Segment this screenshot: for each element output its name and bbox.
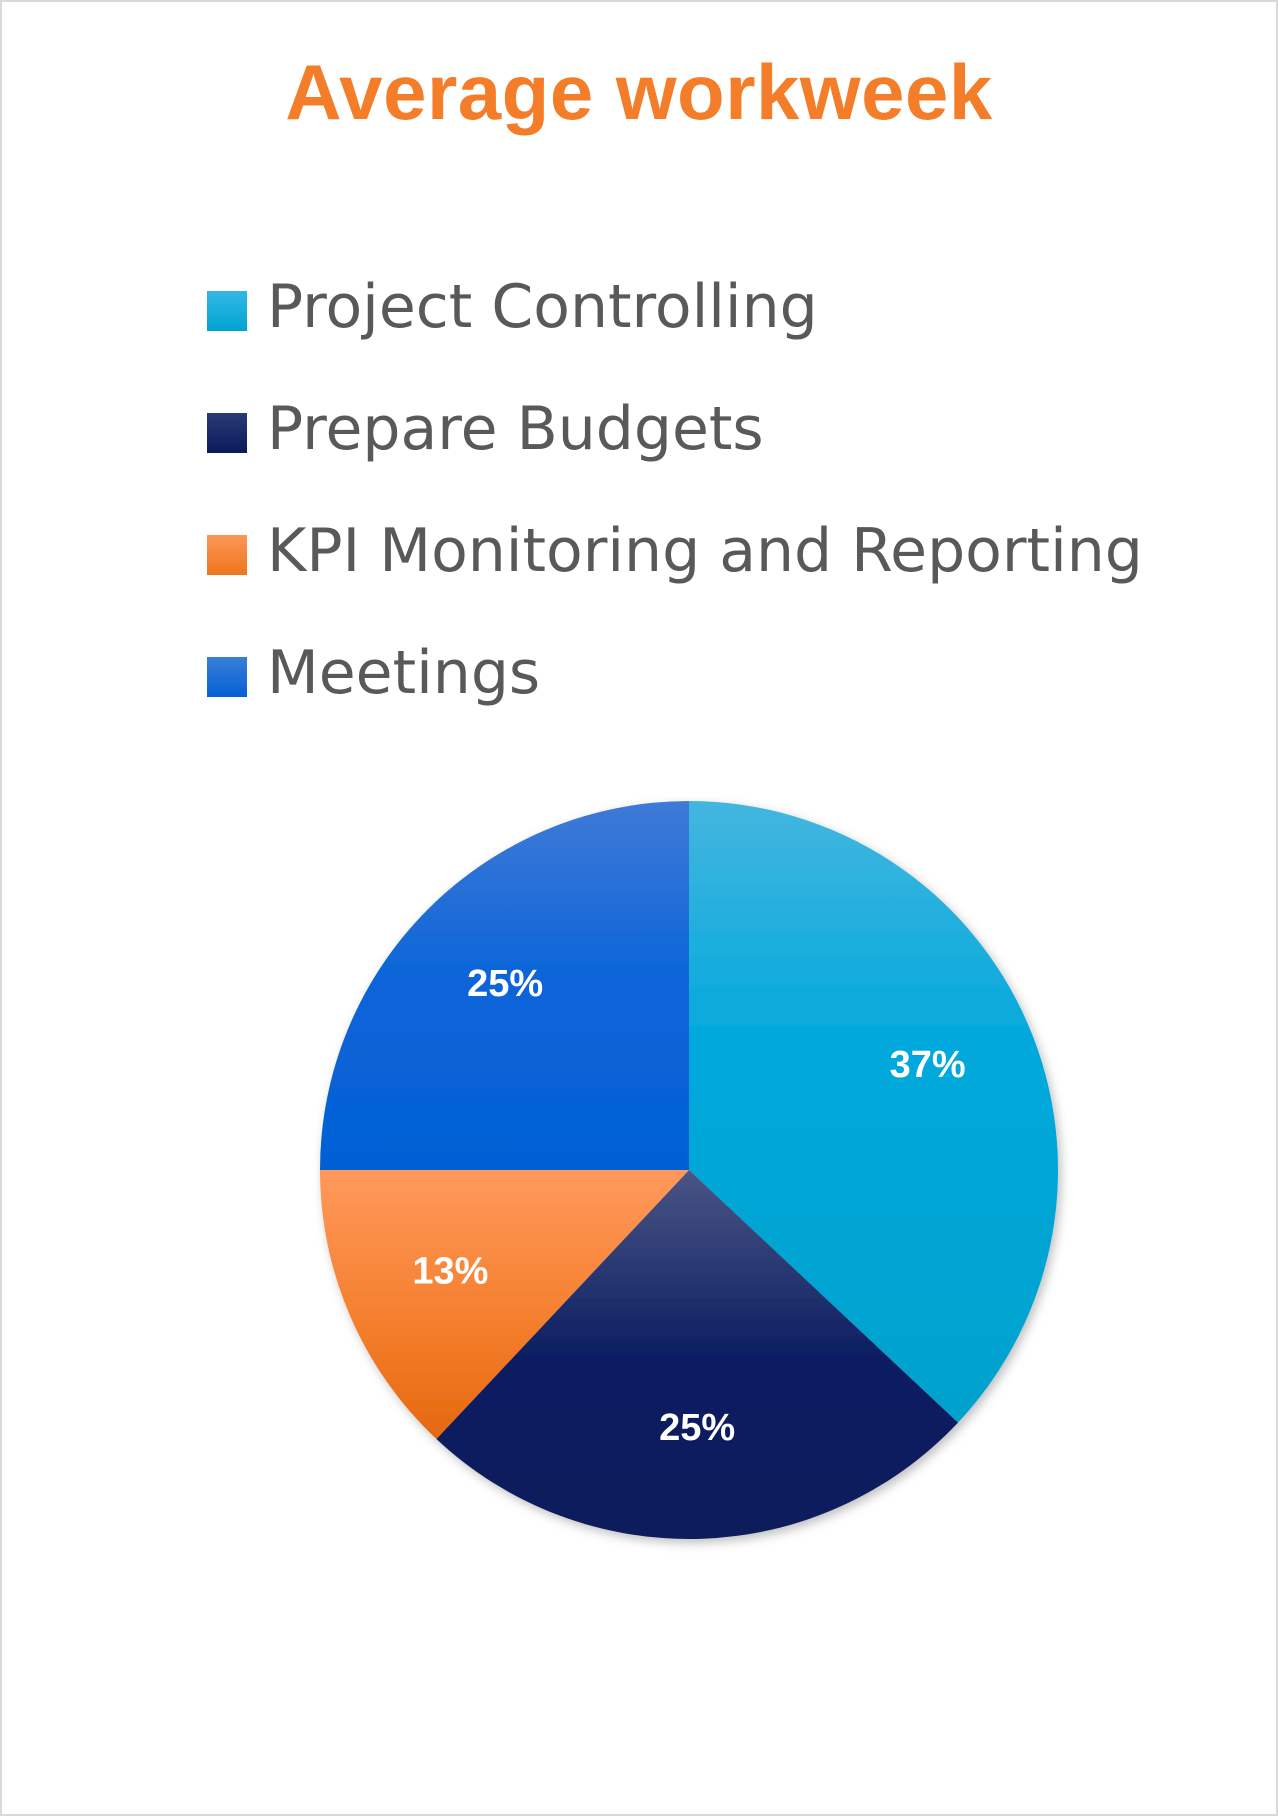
legend-swatch-project-controlling (207, 291, 247, 331)
data-label-meetings: 25% (467, 963, 543, 1005)
pie-slice-project-controlling (689, 801, 1059, 1423)
data-label-kpi-monitoring: 13% (412, 1250, 488, 1292)
data-label-project-controlling: 37% (890, 1044, 966, 1086)
chart-title: Average workweek (285, 48, 993, 136)
pie-slice-kpi-monitoring (320, 1170, 689, 1439)
pie-slice-meetings (320, 801, 689, 1170)
legend-swatch-kpi-monitoring (207, 535, 247, 575)
legend-label-kpi-monitoring: KPI Monitoring and Reporting (267, 516, 1143, 586)
data-label-prepare-budgets: 25% (659, 1407, 735, 1449)
legend-swatch-meetings (207, 657, 247, 697)
legend-swatch-prepare-budgets (207, 413, 247, 453)
legend-label-meetings: Meetings (267, 638, 541, 708)
legend-label-prepare-budgets: Prepare Budgets (267, 394, 764, 464)
pie-slice-prepare-budgets (436, 1170, 958, 1539)
legend-label-project-controlling: Project Controlling (267, 272, 818, 342)
